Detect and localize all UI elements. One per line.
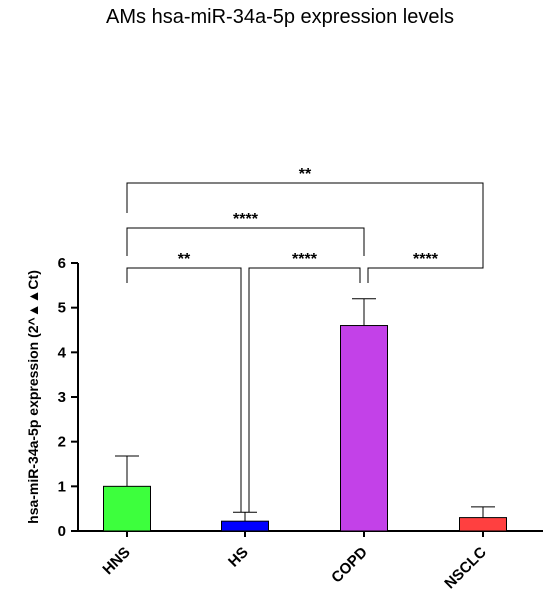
significance-brackets: ** **** ********** [126, 166, 484, 512]
significance-label: **** [413, 251, 439, 268]
x-tick-label: COPD [328, 544, 371, 587]
y-axis-label: hsa-miR-34a-5p expression (2^▲▲Ct) [25, 270, 41, 524]
x-tick-label: HS [225, 544, 252, 571]
bar-hs [221, 520, 269, 532]
significance-bracket [248, 267, 361, 512]
x-tick-label: HNS [99, 544, 133, 578]
tick-labels: 0 1 2 3 4 5 6 HNS HS COPD NSCLC [58, 255, 490, 592]
significance-label: ** [299, 166, 312, 183]
error-bars [115, 298, 495, 522]
y-tick-label: 2 [58, 434, 66, 451]
significance-bracket [126, 182, 484, 256]
y-tick-label: 0 [58, 523, 66, 540]
chart-title: AMs hsa-miR-34a-5p expression levels [106, 6, 454, 28]
bar-copd [340, 325, 388, 532]
y-tick-label: 3 [58, 389, 66, 406]
bars [103, 325, 507, 532]
x-tick-label: NSCLC [441, 544, 490, 593]
significance-label: **** [292, 251, 318, 268]
significance-bracket [126, 267, 242, 512]
y-tick-label: 4 [58, 344, 67, 361]
y-tick-label: 6 [58, 255, 66, 272]
significance-bracket [126, 227, 365, 256]
significance-label: **** [233, 211, 259, 228]
y-tick-label: 1 [58, 478, 66, 495]
y-tick-label: 5 [58, 300, 66, 317]
significance-label: ** [178, 251, 191, 268]
bar-hns [103, 485, 151, 532]
significance-bracket [367, 256, 484, 283]
bar-nsclc [459, 517, 507, 532]
